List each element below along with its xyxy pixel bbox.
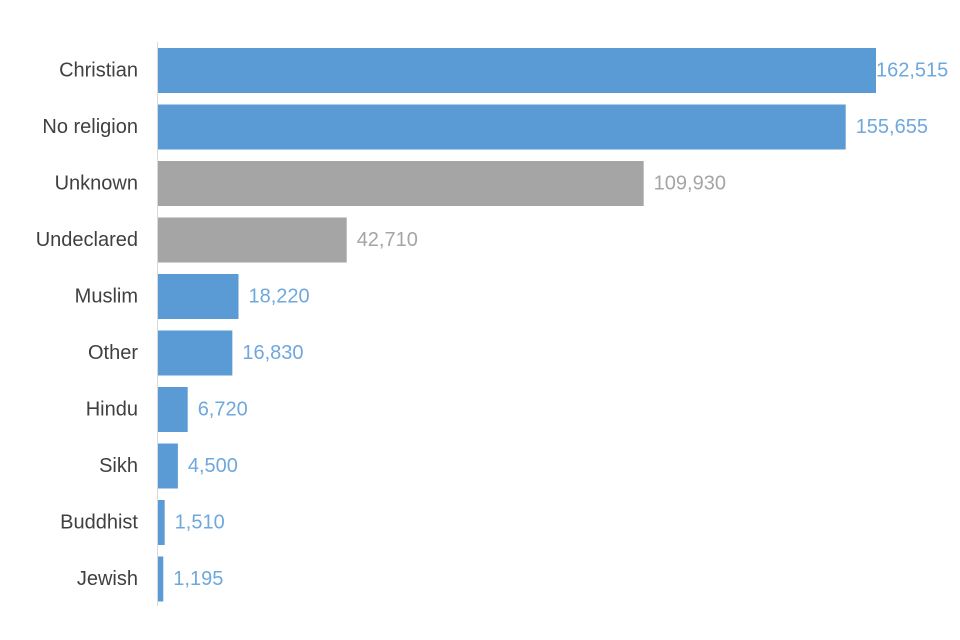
bar-other: [158, 330, 233, 376]
value-label-hindu: 6,720: [198, 399, 248, 421]
value-labels-group: 162,515 155,655 109,930 42,710 18,220 16,830 6…: [173, 60, 948, 591]
value-label-sikh: 4,500: [188, 455, 238, 477]
value-label-no-religion: 155,655: [856, 116, 928, 138]
category-labels-group: Christian No religion Unknown Undeclared Mus…: [36, 60, 139, 591]
bar-hindu: [158, 387, 188, 432]
bars-group: [158, 48, 876, 602]
value-label-christian: 162,515: [876, 60, 948, 82]
value-label-muslim: 18,220: [248, 286, 309, 308]
bar-jewish: [158, 556, 164, 602]
value-label-jewish: 1,195: [173, 568, 223, 590]
value-label-unknown: 109,930: [654, 173, 726, 195]
value-label-other: 16,830: [242, 342, 303, 364]
category-label-unknown: Unknown: [55, 173, 138, 195]
category-label-muslim: Muslim: [75, 286, 138, 308]
category-label-other: Other: [88, 342, 138, 364]
category-label-jewish: Jewish: [77, 568, 138, 590]
category-label-christian: Christian: [59, 60, 138, 82]
category-label-sikh: Sikh: [99, 455, 138, 477]
category-label-buddhist: Buddhist: [60, 512, 138, 534]
category-label-no-religion: No religion: [42, 116, 138, 138]
value-label-buddhist: 1,510: [175, 512, 225, 534]
bar-muslim: [158, 274, 239, 319]
bar-unknown: [158, 161, 644, 206]
category-label-hindu: Hindu: [86, 399, 138, 421]
bar-no-religion: [158, 104, 846, 150]
value-label-undeclared: 42,710: [357, 229, 418, 251]
category-label-undeclared: Undeclared: [36, 229, 138, 251]
bar-christian: [158, 48, 876, 93]
bar-sikh: [158, 443, 178, 489]
bar-undeclared: [158, 217, 347, 263]
bar-buddhist: [158, 500, 165, 545]
